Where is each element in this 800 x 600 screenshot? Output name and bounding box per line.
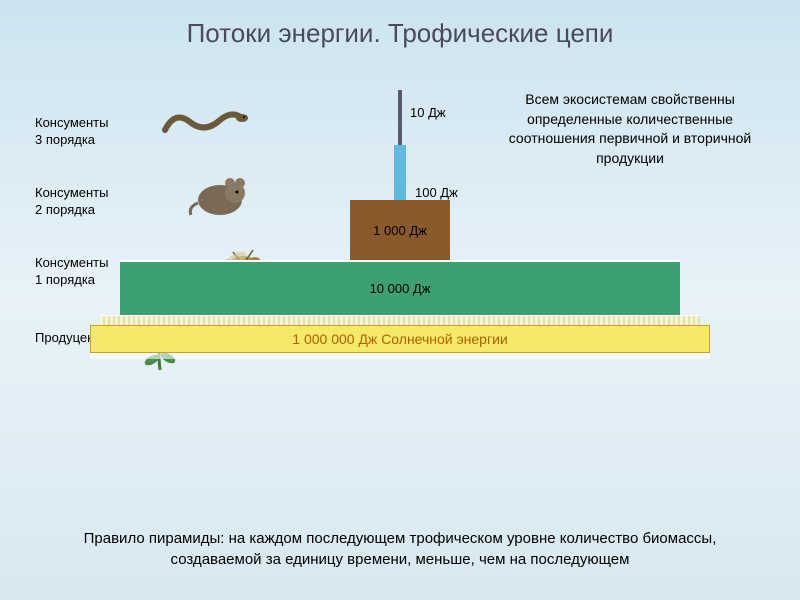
- value-producers: 10 000 Дж: [370, 281, 431, 296]
- level-sun: 1 000 000 Дж Солнечной энергии: [90, 325, 710, 353]
- separator-strip: [100, 315, 700, 325]
- level-c2: [394, 145, 406, 200]
- sun-shadow: [90, 353, 710, 359]
- pyramid-rule: Правило пирамиды: на каждом последующем …: [60, 528, 740, 570]
- value-c3: 10 Дж: [410, 105, 446, 120]
- value-sun: 1 000 000 Дж Солнечной энергии: [292, 331, 507, 347]
- value-c1: 1 000 Дж: [373, 223, 427, 238]
- value-c2: 100 Дж: [415, 185, 458, 200]
- level-producers: 10 000 Дж: [120, 260, 680, 315]
- snake-icon: [160, 100, 250, 145]
- level-c1: 1 000 Дж: [350, 200, 450, 260]
- energy-pyramid: 10 Дж 100 Дж 1 000 Дж 10 000 Дж 1 000 00…: [50, 80, 750, 440]
- mouse-icon: [185, 165, 255, 225]
- level-c3: [398, 90, 402, 145]
- page-title: Потоки энергии. Трофические цепи: [0, 0, 800, 49]
